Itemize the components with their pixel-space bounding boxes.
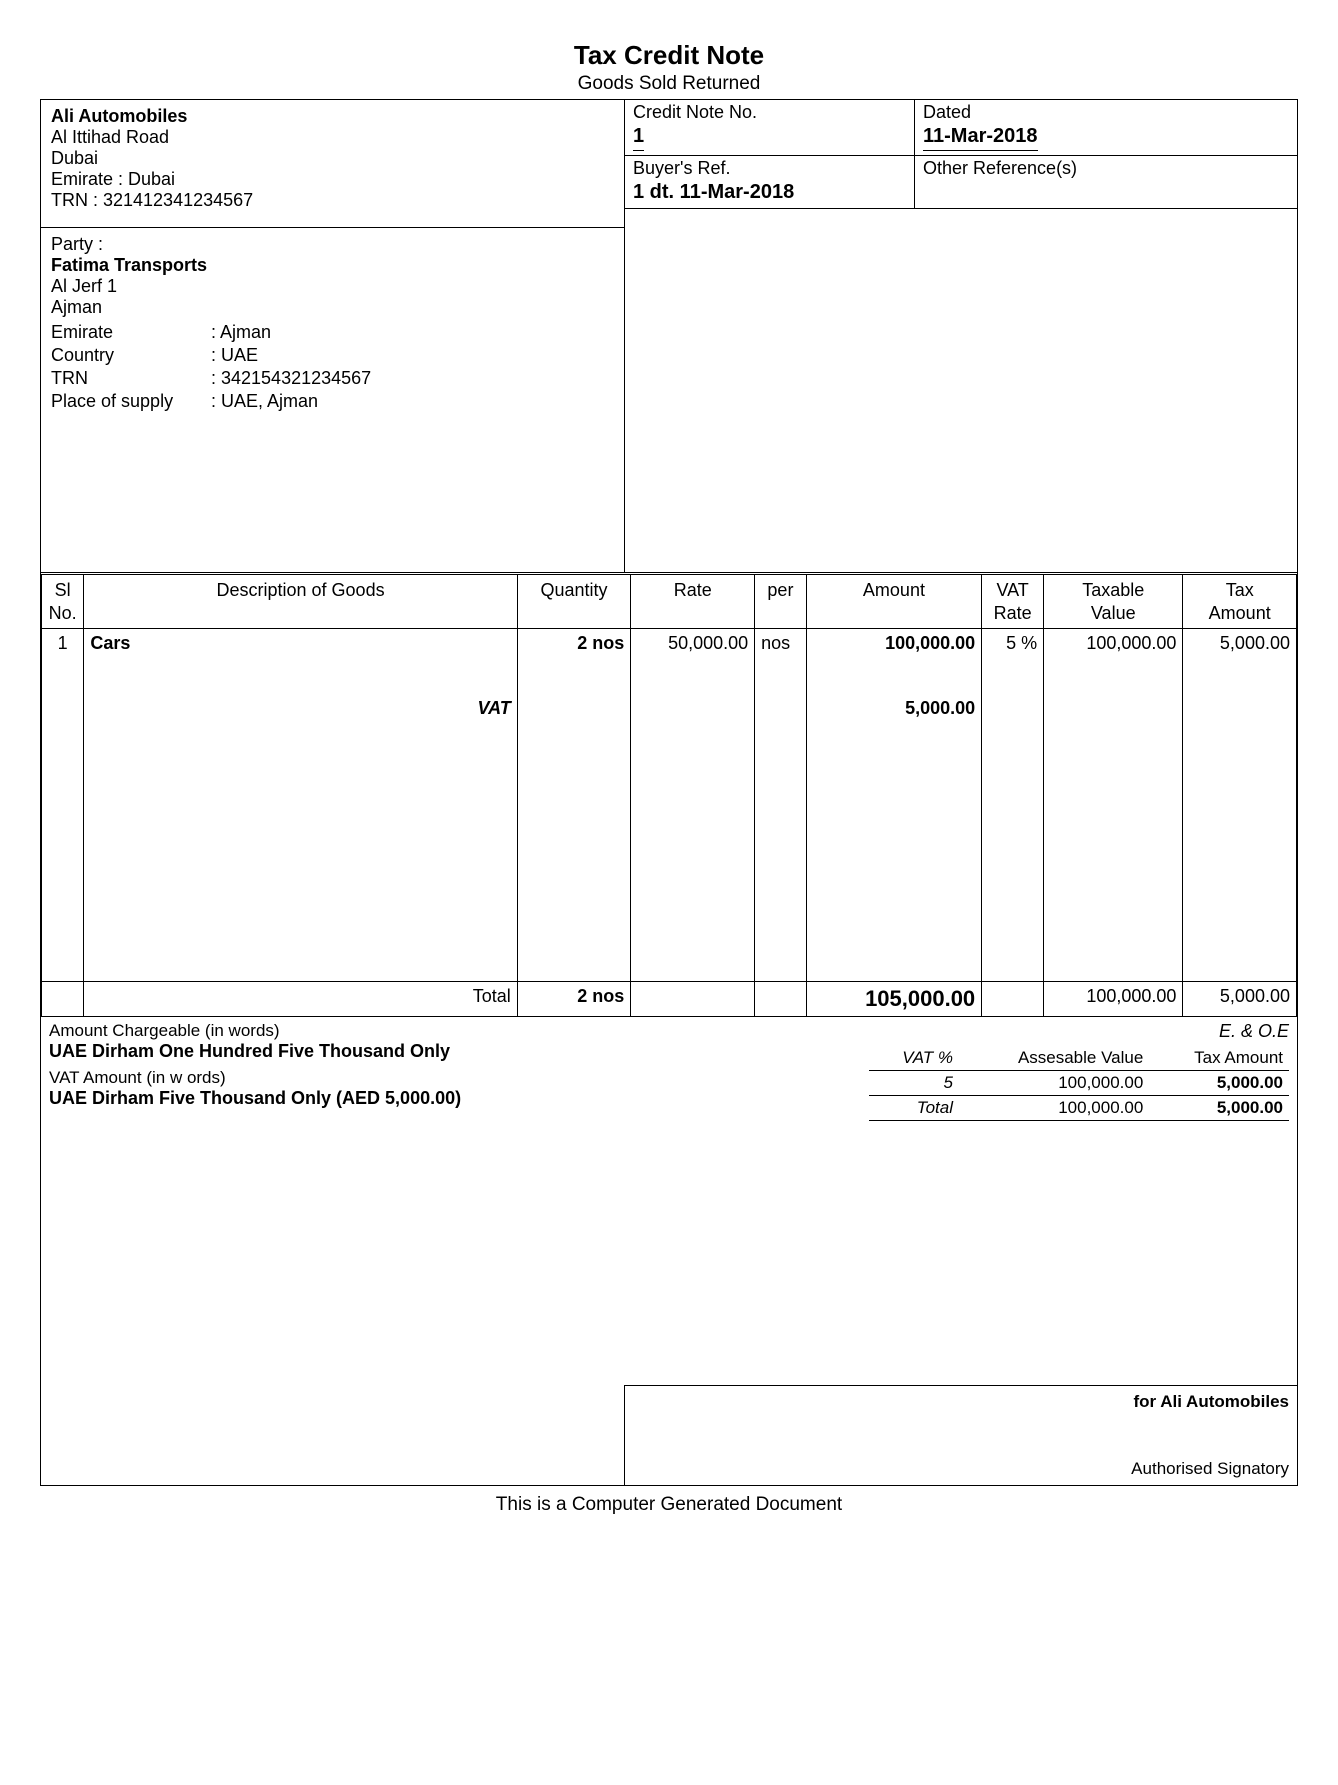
party-name: Fatima Transports <box>51 255 614 276</box>
filler-space <box>41 1125 1297 1385</box>
item-sl: 1 <box>42 629 84 659</box>
item-vatr: 5 % <box>982 629 1044 659</box>
seller-name: Ali Automobiles <box>51 106 614 127</box>
meta-buyers-ref-lbl: Buyer's Ref. <box>633 158 906 179</box>
col-per: per <box>755 574 807 629</box>
col-rate: Rate <box>631 574 755 629</box>
meta-dated-val: 11-Mar-2018 <box>923 125 1038 151</box>
signature-row: for Ali Automobiles Authorised Signatory <box>41 1385 1297 1485</box>
amount-words: UAE Dirham One Hundred Five Thousand Onl… <box>49 1041 869 1062</box>
party-pos-lbl: Place of supply <box>51 391 211 412</box>
col-taxa: TaxAmount <box>1183 574 1297 629</box>
vat-h-pct: VAT % <box>869 1046 959 1071</box>
total-amount: 105,000.00 <box>806 982 981 1017</box>
meta-buyers-ref: Buyer's Ref. 1 dt. 11-Mar-2018 <box>625 156 915 209</box>
col-qty: Quantity <box>517 574 631 629</box>
items-table: SlNo. Description of Goods Quantity Rate… <box>41 572 1297 1017</box>
seller-trn: TRN : 321412341234567 <box>51 190 614 211</box>
col-vatr: VATRate <box>982 574 1044 629</box>
meta-other-ref-lbl: Other Reference(s) <box>923 158 1289 179</box>
vat-amount: 5,000.00 <box>806 658 981 723</box>
total-taxable: 100,000.00 <box>1044 982 1183 1017</box>
amount-words-lbl: Amount Chargeable (in words) <box>49 1021 869 1041</box>
footer-note: This is a Computer Generated Document <box>40 1494 1298 1516</box>
summary-section: Amount Chargeable (in words) UAE Dirham … <box>41 1017 1297 1125</box>
item-amt: 100,000.00 <box>806 629 981 659</box>
seller-addr2: Dubai <box>51 148 614 169</box>
item-row: 1 Cars 2 nos 50,000.00 nos 100,000.00 5 … <box>42 629 1297 659</box>
party-label: Party : <box>51 234 614 255</box>
party-trn-lbl: TRN <box>51 368 211 389</box>
meta-note-no: Credit Note No. 1 <box>625 100 915 156</box>
item-per: nos <box>755 629 807 659</box>
vat-label: VAT <box>477 698 510 718</box>
vat-summary-table: VAT % Assesable Value Tax Amount 5 100,0… <box>869 1046 1289 1121</box>
party-addr1: Al Jerf 1 <box>51 276 614 297</box>
vat-r-pct: 5 <box>869 1071 959 1096</box>
doc-subtitle: Goods Sold Returned <box>40 73 1298 95</box>
seller-block: Ali Automobiles Al Ittihad Road Dubai Em… <box>41 100 624 228</box>
col-taxv: TaxableValue <box>1044 574 1183 629</box>
vat-t-av: 100,000.00 <box>959 1096 1149 1121</box>
col-sl: SlNo. <box>42 574 84 629</box>
meta-other-ref: Other Reference(s) <box>915 156 1297 209</box>
party-country-val: : UAE <box>211 345 614 366</box>
vat-t-tax: 5,000.00 <box>1149 1096 1289 1121</box>
vat-t-lbl: Total <box>869 1096 959 1121</box>
vat-r-tax: 5,000.00 <box>1149 1071 1289 1096</box>
item-qty: 2 nos <box>517 629 631 659</box>
document: Tax Credit Note Goods Sold Returned Ali … <box>40 40 1298 1516</box>
vat-row: VAT 5,000.00 <box>42 658 1297 723</box>
total-qty: 2 nos <box>517 982 631 1017</box>
seller-emirate: Emirate : Dubai <box>51 169 614 190</box>
header-section: Ali Automobiles Al Ittihad Road Dubai Em… <box>41 100 1297 572</box>
total-row: Total 2 nos 105,000.00 100,000.00 5,000.… <box>42 982 1297 1017</box>
item-taxa: 5,000.00 <box>1183 629 1297 659</box>
party-emirate-val: : Ajman <box>211 322 614 343</box>
col-desc: Description of Goods <box>84 574 517 629</box>
total-label: Total <box>84 982 517 1017</box>
eoe: E. & O.E <box>869 1021 1289 1042</box>
item-taxv: 100,000.00 <box>1044 629 1183 659</box>
col-amt: Amount <box>806 574 981 629</box>
items-header-row: SlNo. Description of Goods Quantity Rate… <box>42 574 1297 629</box>
vat-h-tax: Tax Amount <box>1149 1046 1289 1071</box>
doc-frame: Ali Automobiles Al Ittihad Road Dubai Em… <box>40 99 1298 1486</box>
party-trn-val: : 342154321234567 <box>211 368 614 389</box>
seller-addr1: Al Ittihad Road <box>51 127 614 148</box>
meta-note-no-lbl: Credit Note No. <box>633 102 906 123</box>
party-emirate-lbl: Emirate <box>51 322 211 343</box>
auth-sign: Authorised Signatory <box>633 1459 1289 1479</box>
meta-dated-lbl: Dated <box>923 102 1289 123</box>
vat-h-av: Assesable Value <box>959 1046 1149 1071</box>
vat-r-av: 100,000.00 <box>959 1071 1149 1096</box>
party-country-lbl: Country <box>51 345 211 366</box>
total-tax: 5,000.00 <box>1183 982 1297 1017</box>
meta-note-no-val: 1 <box>633 125 644 151</box>
party-pos-val: : UAE, Ajman <box>211 391 614 412</box>
spacer-row <box>42 723 1297 982</box>
vat-words-lbl: VAT Amount (in w ords) <box>49 1068 869 1088</box>
party-addr2: Ajman <box>51 297 614 318</box>
for-company: for Ali Automobiles <box>633 1392 1289 1412</box>
meta-buyers-ref-val: 1 dt. 11-Mar-2018 <box>633 179 794 204</box>
item-rate: 50,000.00 <box>631 629 755 659</box>
party-block: Party : Fatima Transports Al Jerf 1 Ajma… <box>41 228 624 572</box>
doc-title: Tax Credit Note <box>40 40 1298 71</box>
meta-block: Credit Note No. 1 Dated 11-Mar-2018 Buye… <box>625 100 1297 572</box>
meta-dated: Dated 11-Mar-2018 <box>915 100 1297 156</box>
item-desc: Cars <box>84 629 517 659</box>
vat-words: UAE Dirham Five Thousand Only (AED 5,000… <box>49 1088 869 1109</box>
